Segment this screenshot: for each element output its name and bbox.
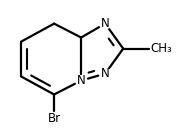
Text: N: N (101, 17, 109, 30)
Text: CH₃: CH₃ (150, 42, 172, 55)
Text: N: N (101, 67, 109, 80)
Text: N: N (77, 74, 85, 87)
Text: Br: Br (48, 112, 61, 125)
